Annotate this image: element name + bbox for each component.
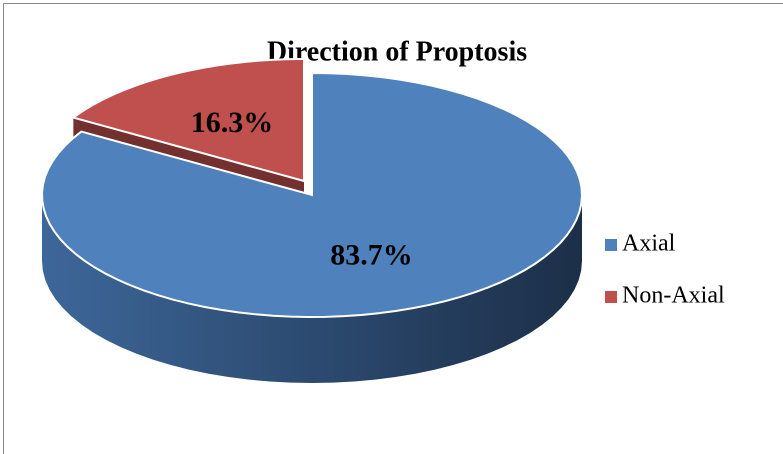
legend-swatch (605, 291, 617, 303)
slice (71, 57, 305, 183)
slice (41, 71, 583, 318)
slice-side (42, 195, 582, 383)
data-label: 83.7% (330, 239, 413, 272)
chart-title: Direction of Proptosis (267, 36, 527, 67)
legend-label: Non-Axial (622, 283, 725, 309)
data-label: 16.3% (191, 106, 274, 139)
legend-swatch (605, 239, 617, 251)
legend-label: Axial (622, 231, 676, 257)
